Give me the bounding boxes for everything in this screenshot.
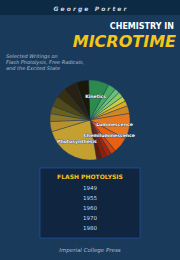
timeline-box bbox=[40, 168, 140, 238]
timeline-year: 1960 bbox=[83, 205, 97, 211]
author: G e o r g e P o r t e r bbox=[54, 5, 128, 13]
pie-slice bbox=[76, 80, 90, 120]
timeline-title: FLASH PHOTOLYSIS bbox=[57, 173, 123, 180]
pie bbox=[50, 80, 130, 160]
subtitle: Selected Writings onFlash Photolysis, Fr… bbox=[6, 53, 84, 71]
timeline-year: 1955 bbox=[83, 195, 97, 201]
title-line: CHEMISTRY IN bbox=[110, 22, 174, 31]
header-band bbox=[0, 0, 180, 15]
publisher: Imperial College Press bbox=[59, 247, 120, 254]
slice-label: Luminescence bbox=[96, 122, 133, 127]
title: MICROTIME bbox=[73, 32, 176, 51]
pie-slice bbox=[50, 120, 90, 132]
background bbox=[0, 0, 180, 260]
timeline-year: 1980 bbox=[83, 225, 97, 231]
cover: G e o r g e P o r t e r CHEMISTRY INMICRO… bbox=[0, 0, 180, 260]
slice-label: Kinetics bbox=[85, 94, 106, 99]
slice-label: Chemiluminescence bbox=[84, 133, 135, 138]
timeline-year: 1949 bbox=[83, 185, 97, 191]
slice-label: Photosynthesis bbox=[57, 139, 97, 144]
timeline-year: 1970 bbox=[83, 215, 97, 221]
